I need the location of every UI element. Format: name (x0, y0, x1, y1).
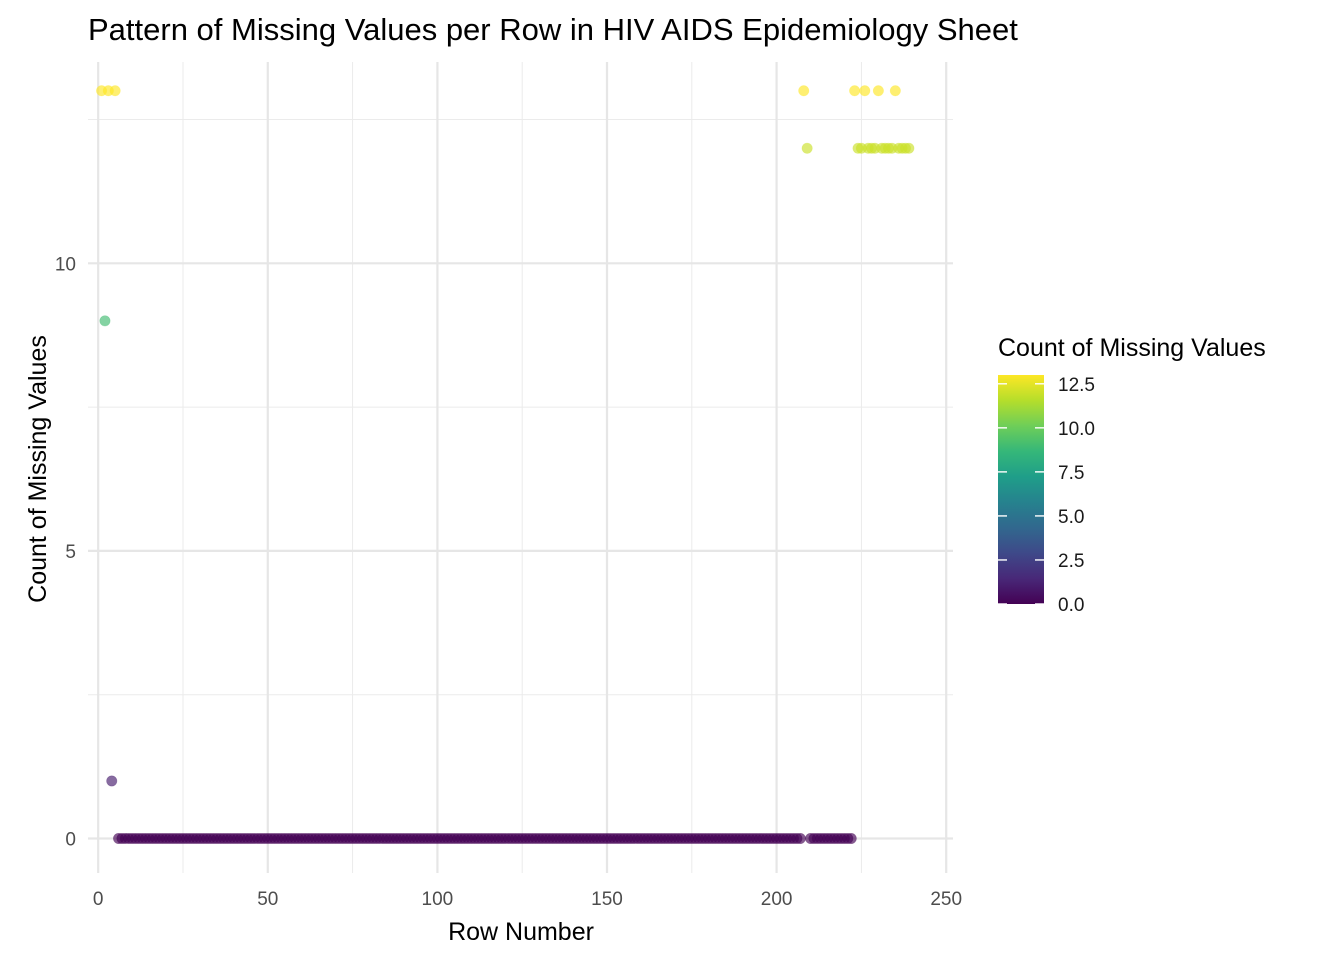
data-point (798, 85, 810, 97)
data-point (109, 85, 121, 97)
x-tick-label: 50 (257, 889, 278, 910)
x-tick-label: 200 (761, 889, 793, 910)
data-point (872, 85, 884, 97)
legend: Count of Missing Values 0.0 2.5 5.0 7.5 10.0… (998, 334, 1266, 616)
chart-title: Pattern of Missing Values per Row in HIV… (88, 12, 1018, 47)
y-axis-title: Count of Missing Values (24, 335, 52, 603)
legend-title: Count of Missing Values (998, 334, 1266, 362)
colorbar (998, 375, 1044, 604)
y-tick-label: 5 (65, 542, 76, 563)
data-point (859, 85, 871, 97)
x-tick-label: 150 (591, 889, 623, 910)
x-tick-label: 0 (93, 889, 104, 910)
data-point (801, 142, 813, 154)
y-tick-label: 0 (65, 829, 76, 850)
colorbar-tick-label: 0.0 (1058, 595, 1084, 616)
x-tick-label: 250 (930, 889, 962, 910)
data-point (106, 775, 118, 787)
colorbar-tick-label: 2.5 (1058, 551, 1084, 572)
plot-area: 0 50 100 150 200 250 0 5 10 (55, 62, 962, 910)
data-point (849, 85, 861, 97)
colorbar-tick-label: 7.5 (1058, 463, 1084, 484)
data-point (845, 832, 857, 844)
colorbar-tick-label: 12.5 (1058, 375, 1095, 396)
data-point (99, 315, 111, 327)
data-point (889, 85, 901, 97)
x-tick-label: 100 (422, 889, 454, 910)
colorbar-tick-label: 10.0 (1058, 419, 1095, 440)
data-point (903, 142, 915, 154)
colorbar-tick-label: 5.0 (1058, 507, 1084, 528)
y-tick-label: 10 (55, 254, 76, 275)
x-axis-title: Row Number (448, 918, 594, 946)
data-point (794, 832, 806, 844)
